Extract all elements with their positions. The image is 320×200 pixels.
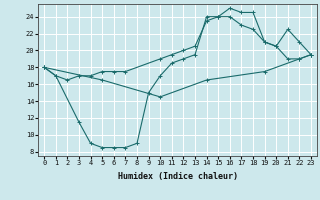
X-axis label: Humidex (Indice chaleur): Humidex (Indice chaleur) bbox=[118, 172, 238, 181]
